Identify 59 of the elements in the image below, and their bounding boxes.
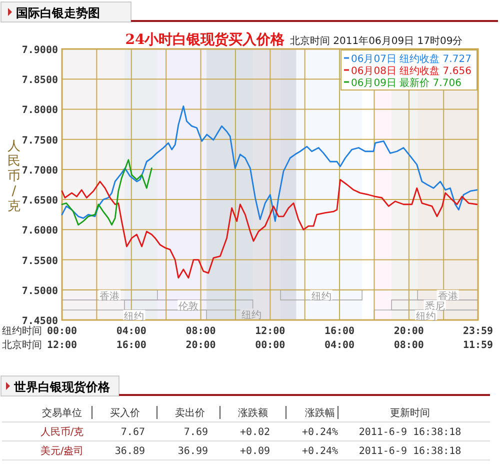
band-label: 纽约 — [416, 310, 436, 322]
text: 美元/盎司 — [40, 445, 84, 457]
text: 7.67 — [120, 427, 145, 438]
legend-label: 06月07日 纽约收盘 7.727 — [351, 53, 472, 65]
x2-axis-title: 北京时间 — [2, 339, 42, 351]
y-tick-label: 7.6500 — [22, 196, 58, 207]
y-tick-label: 7.7500 — [22, 135, 58, 146]
text: 7.69 — [184, 427, 208, 438]
text: 买入价 — [110, 407, 140, 419]
x-tick-label: 16:00 — [324, 326, 355, 337]
chart-title: 国际白银走势图 — [16, 6, 100, 20]
y-tick-label: 7.8000 — [22, 105, 58, 116]
text: 涨跌幅 — [305, 407, 335, 419]
text: 2011-6-9 16:38:18 — [358, 446, 462, 457]
text: 世界白银现货价格 — [13, 380, 111, 394]
text: 更新时间 — [390, 407, 430, 419]
y-tick-label: 7.5500 — [22, 256, 58, 267]
legend-label: 06月08日 纽约收盘 7.656 — [351, 65, 472, 77]
x-tick-label: 23:59 — [462, 326, 494, 337]
text: 涨跌额 — [238, 407, 268, 419]
x2-tick-label: 20:00 — [186, 340, 216, 351]
x-axis-title: 纽约时间 — [2, 325, 42, 337]
y-tick-label: 7.5000 — [22, 286, 58, 297]
text: +0.24% — [302, 427, 338, 438]
text: +0.09 — [240, 446, 270, 457]
band-label: 纽约 — [311, 290, 332, 302]
x2-tick-label: 00:00 — [255, 340, 286, 351]
text: 交易单位 — [42, 407, 82, 419]
text: 36.99 — [178, 446, 208, 457]
band-label: 伦敦 — [178, 300, 199, 312]
y-tick-label: 7.8500 — [22, 75, 58, 86]
y-tick-label: 7.7000 — [22, 165, 58, 176]
text: 卖出价 — [175, 407, 205, 419]
y-tick-label: 7.4500 — [22, 316, 58, 327]
band-label: 纽约 — [241, 309, 262, 321]
band-label: 香港 — [438, 290, 458, 302]
x2-tick-label: 16:00 — [116, 340, 146, 351]
band-label: 纽约 — [124, 310, 144, 322]
x-tick-label: 12:00 — [255, 326, 286, 337]
legend-label: 06月09日 最新价 7.706 — [351, 77, 462, 89]
y-axis-title: 人民币/克 — [8, 139, 20, 214]
chart-subtitle: 24小时白银现货买入价格 — [125, 32, 286, 48]
x2-tick-label: 08:00 — [394, 340, 424, 351]
y-tick-label: 7.6000 — [22, 226, 58, 237]
y-tick-label: 7.9000 — [22, 45, 58, 56]
x-tick-label: 04:00 — [116, 326, 146, 337]
x-tick-label: 08:00 — [186, 326, 216, 337]
x2-tick-label: 04:00 — [324, 340, 355, 351]
band-label: 香港 — [100, 290, 120, 302]
x-tick-label: 00:00 — [46, 326, 78, 337]
text: 2011-6-9 16:38:18 — [358, 427, 462, 438]
x2-tick-label: 11:59 — [462, 340, 494, 351]
x-tick-label: 20:00 — [394, 326, 424, 337]
text: 北京时间 2011年06月09日 17时09分 — [290, 35, 463, 47]
text: +0.02 — [240, 427, 270, 438]
text: +0.24% — [302, 446, 338, 457]
text: 36.89 — [114, 446, 145, 457]
text: 人民币/克 — [40, 426, 84, 438]
x2-tick-label: 12:00 — [46, 340, 78, 351]
